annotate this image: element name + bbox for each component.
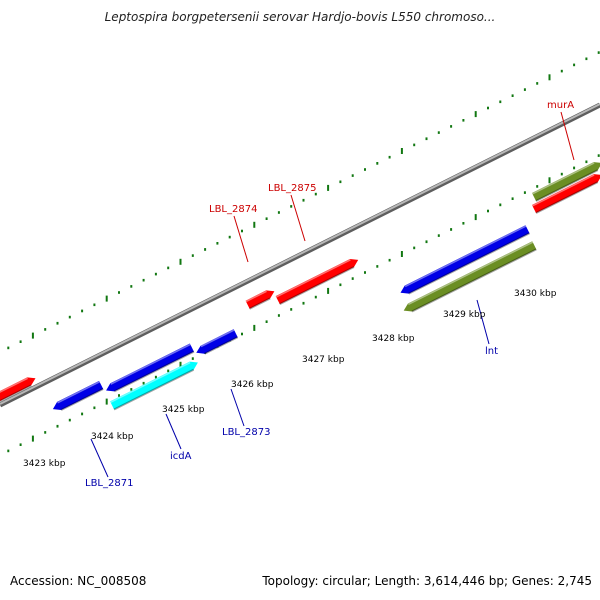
gene-forward-body: [0, 377, 36, 402]
gene-label-leader: [165, 413, 182, 450]
gene-label-leader: [476, 299, 490, 345]
gene-lnt-body: [400, 225, 530, 294]
gene-icda: [110, 361, 198, 411]
gene-olive-lower-highlight: [408, 241, 534, 306]
gene-mura-shade: [535, 169, 599, 202]
gene-label: LBL_2874: [209, 204, 257, 215]
gene-forward-right-shade: [535, 181, 599, 214]
gene-lbl-2871-body: [52, 380, 104, 410]
gene-label: LBL_2875: [268, 183, 316, 194]
gene-forward: [0, 377, 36, 403]
gene-label-leader: [560, 111, 575, 161]
gene-lbl-2871-highlight: [57, 381, 100, 404]
chromosome-backbone: [0, 102, 600, 408]
scale-tick-label: 3430 kbp: [514, 289, 557, 299]
gene-lbl-2874-body: [245, 290, 275, 309]
gene-lbl-2874-shade: [249, 297, 271, 310]
scale-tick-label: 3428 kbp: [372, 334, 415, 344]
gene-lnt-highlight: [404, 225, 527, 288]
genome-summary-text: Topology: circular; Length: 3,614,446 bp…: [262, 574, 592, 588]
gene-lbl-2873-body: [196, 329, 238, 354]
gene-reverse-2-highlight: [110, 343, 191, 385]
scale-tick-label: 3427 kbp: [302, 355, 345, 365]
gene-lbl-2873-highlight: [200, 329, 235, 348]
gene-mura-highlight: [532, 162, 595, 195]
gene-lnt: [400, 225, 530, 295]
scale-tick-label: 3423 kbp: [23, 459, 66, 469]
gene-mura-body: [532, 162, 600, 201]
scale-tick-label: 3425 kbp: [162, 405, 205, 415]
gene-lbl-2875: [275, 259, 359, 306]
gene-forward-highlight: [0, 377, 28, 393]
gene-label: murA: [547, 100, 574, 111]
gene-olive-lower-body: [403, 241, 537, 312]
gene-forward-right-body: [532, 174, 600, 213]
gene-lbl-2875-highlight: [275, 259, 351, 298]
gene-lbl-2871: [52, 380, 104, 411]
gene-forward-shade: [0, 384, 32, 403]
label-leaders: [90, 111, 575, 478]
gene-olive-lower: [403, 241, 537, 313]
gene-lbl-2874-highlight: [245, 290, 267, 303]
backbone-highlight: [0, 103, 600, 405]
gene-forward-right: [532, 174, 600, 214]
gene-olive-lower-shade: [411, 248, 537, 313]
scale-tick-label: 3426 kbp: [231, 380, 274, 390]
gene-lbl-2875-shade: [279, 266, 355, 306]
gene-features: [0, 162, 600, 411]
gene-lbl-2875-body: [275, 259, 359, 305]
gene-lbl-2873: [196, 329, 239, 355]
gene-mura: [532, 162, 600, 202]
gene-icda-shade: [113, 368, 195, 411]
gene-label-leader: [230, 388, 245, 427]
gene-label: lnt: [485, 346, 498, 357]
gene-lbl-2871-shade: [60, 388, 104, 411]
accession-text: Accession: NC_008508: [10, 574, 147, 588]
gene-label: icdA: [170, 451, 192, 462]
gene-reverse-2: [106, 343, 195, 393]
gene-icda-body: [110, 361, 198, 410]
labels: 3423 kbp 3424 kbp 3425 kbp 3426 kbp 3427 kbp…: [23, 100, 574, 489]
gene-lnt-shade: [408, 232, 530, 295]
gene-label-leader: [290, 194, 306, 242]
gene-lbl-2873-shade: [204, 336, 239, 355]
gene-forward-right-highlight: [532, 174, 595, 207]
gene-label: LBL_2871: [85, 478, 133, 489]
gene-icda-highlight: [110, 361, 191, 404]
gene-reverse-2-shade: [113, 350, 195, 393]
tick-marks: [7, 51, 600, 453]
map-title: Leptospira borgpetersenii serovar Hardjo…: [104, 10, 496, 24]
gene-lbl-2874: [245, 290, 275, 310]
gene-reverse-2-body: [106, 343, 194, 392]
scale-tick-label: 3424 kbp: [91, 432, 134, 442]
gene-label-leader: [90, 438, 109, 478]
gene-label: LBL_2873: [222, 427, 270, 438]
gene-label-leader: [233, 215, 249, 263]
scale-tick-label: 3429 kbp: [443, 310, 486, 320]
